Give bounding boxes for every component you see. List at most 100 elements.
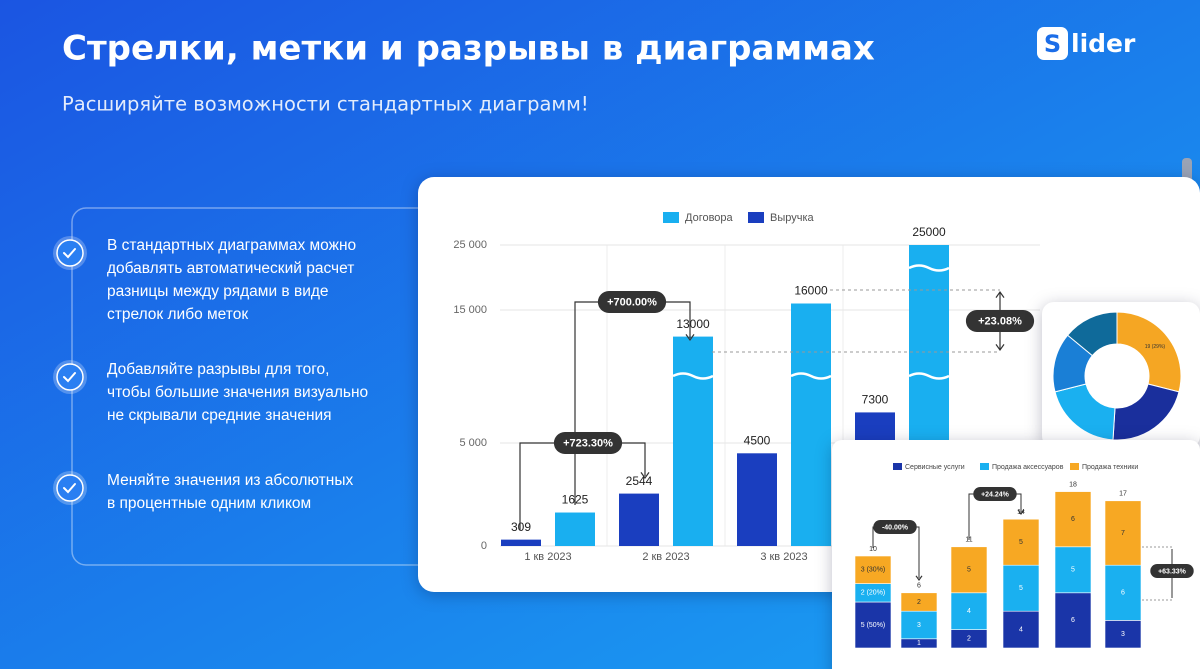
legend-swatch xyxy=(1070,463,1079,470)
annotation-pill xyxy=(973,487,1017,501)
y-tick-label: 0 xyxy=(481,540,487,552)
segment-label: 6 xyxy=(1071,516,1075,523)
legend-label: Выручка xyxy=(770,212,815,224)
bar-segment xyxy=(1104,500,1142,566)
legend-swatch xyxy=(893,463,902,470)
axis-break xyxy=(908,264,950,272)
legend-label: Продажа аксессуаров xyxy=(992,464,1064,471)
x-tick-label: 3 кв 2023 xyxy=(760,551,807,563)
annotation-pill xyxy=(873,520,917,534)
stacked-chart: Сервисные услуги Продажа аксессуаров Прода… xyxy=(854,463,1194,649)
total-label: 10 xyxy=(869,546,877,553)
subtitle: Расширяйте возможности стандартных диагр… xyxy=(62,93,589,116)
bar xyxy=(737,453,777,546)
bar xyxy=(673,336,713,546)
value-label: 13000 xyxy=(676,317,710,331)
total-label: 11 xyxy=(965,537,972,544)
bar-segment xyxy=(950,546,988,594)
legend-label: Договора xyxy=(685,212,734,224)
annotation-label: +24.24% xyxy=(981,491,1010,498)
arrow-head xyxy=(685,334,695,342)
bullet-line: добавлять автоматический расчет xyxy=(107,260,354,277)
legend-label: Продажа техники xyxy=(1082,464,1138,471)
legend-swatch xyxy=(748,212,764,223)
segment-label: 3 (30%) xyxy=(861,567,886,574)
arrow-head xyxy=(1017,509,1025,516)
bar xyxy=(501,539,541,546)
total-label: 17 xyxy=(1119,491,1127,498)
bullet-line: не скрывали средние значения xyxy=(107,407,332,424)
total-label: 14 xyxy=(1017,509,1025,516)
value-label: 7300 xyxy=(862,393,889,407)
segment-label: 5 (50%) xyxy=(861,622,886,629)
logo-mark: S xyxy=(1044,30,1061,58)
donut-slice xyxy=(1066,311,1118,357)
bar-segment xyxy=(854,601,892,649)
axis-break xyxy=(908,372,950,380)
bar-segment xyxy=(900,592,938,612)
bullet-line: В стандартных диаграммах можно xyxy=(107,237,356,254)
title: Стрелки, метки и разрывы в диаграммах xyxy=(62,29,875,69)
check-mark xyxy=(63,483,76,494)
bar-segment xyxy=(1054,491,1092,548)
value-label: 25000 xyxy=(912,225,946,239)
bar-segment xyxy=(900,610,938,640)
y-tick-label: 5 000 xyxy=(459,437,487,449)
bar-segment xyxy=(1054,546,1092,594)
total-label: 6 xyxy=(917,583,921,590)
legend-swatch xyxy=(663,212,679,223)
donut-chart: 19 (29%) xyxy=(1052,311,1182,441)
x-tick-label: 2 кв 2023 xyxy=(642,551,689,563)
segment-label: 6 xyxy=(1071,617,1075,624)
annotation-pill xyxy=(597,291,667,313)
bar xyxy=(619,493,659,546)
legend-swatch xyxy=(980,463,989,470)
arrow-head xyxy=(995,344,1005,352)
segment-label: 4 xyxy=(1019,626,1023,633)
bullet-line: Добавляйте разрывы для того, xyxy=(107,361,329,378)
check-icon xyxy=(56,474,84,502)
logo-box xyxy=(1037,27,1068,60)
bullet-list: В стандартных диаграммах можно добавлять … xyxy=(53,236,368,512)
annotation-pill xyxy=(965,310,1035,332)
segment-label: 4 xyxy=(967,608,971,615)
segment-label: 3 xyxy=(917,622,921,629)
segment-label: 7 xyxy=(1121,530,1125,537)
axis-break xyxy=(790,372,832,380)
segment-label: 5 xyxy=(1019,539,1023,546)
arrow-head xyxy=(640,472,650,480)
segment-label: 3 xyxy=(1121,631,1125,638)
segment-label: 5 xyxy=(1071,567,1075,574)
bar-segment xyxy=(1104,564,1142,621)
value-label: 2544 xyxy=(626,474,653,488)
segment-label: 5 xyxy=(1019,585,1023,592)
total-label: 18 xyxy=(1069,481,1077,488)
bar-segment xyxy=(1002,518,1040,566)
annotation-label: +63.33% xyxy=(1158,568,1187,575)
legend-label: Сервисные услуги xyxy=(905,464,965,471)
logo-text: lider xyxy=(1071,29,1136,58)
value-label: 4500 xyxy=(744,433,771,447)
check-mark xyxy=(63,248,76,259)
slice-label: 19 (29%) xyxy=(1145,344,1166,350)
bullet-line: разницы между рядами в виде xyxy=(107,283,329,300)
arrow-head xyxy=(915,575,923,582)
donut-slice xyxy=(1116,311,1182,393)
axis-break xyxy=(672,372,714,380)
check-icon xyxy=(56,239,84,267)
bullet-line: стрелок либо меток xyxy=(107,306,248,323)
check-icon xyxy=(56,363,84,391)
bullet-line: в процентные одним кликом xyxy=(107,495,311,512)
bullet-line: чтобы большие значения визуально xyxy=(107,384,368,401)
value-label: 16000 xyxy=(794,284,828,298)
annotation-pill xyxy=(1150,564,1194,578)
bar xyxy=(791,303,831,546)
value-label: 309 xyxy=(511,520,531,534)
bar-segment xyxy=(854,555,892,584)
annotation-label: -40.00% xyxy=(882,524,909,531)
annotation-label: +23.08% xyxy=(978,315,1022,327)
segment-label: 1 xyxy=(917,640,921,647)
segment-label: 2 (20%) xyxy=(861,590,886,597)
segment-label: 5 xyxy=(967,567,971,574)
